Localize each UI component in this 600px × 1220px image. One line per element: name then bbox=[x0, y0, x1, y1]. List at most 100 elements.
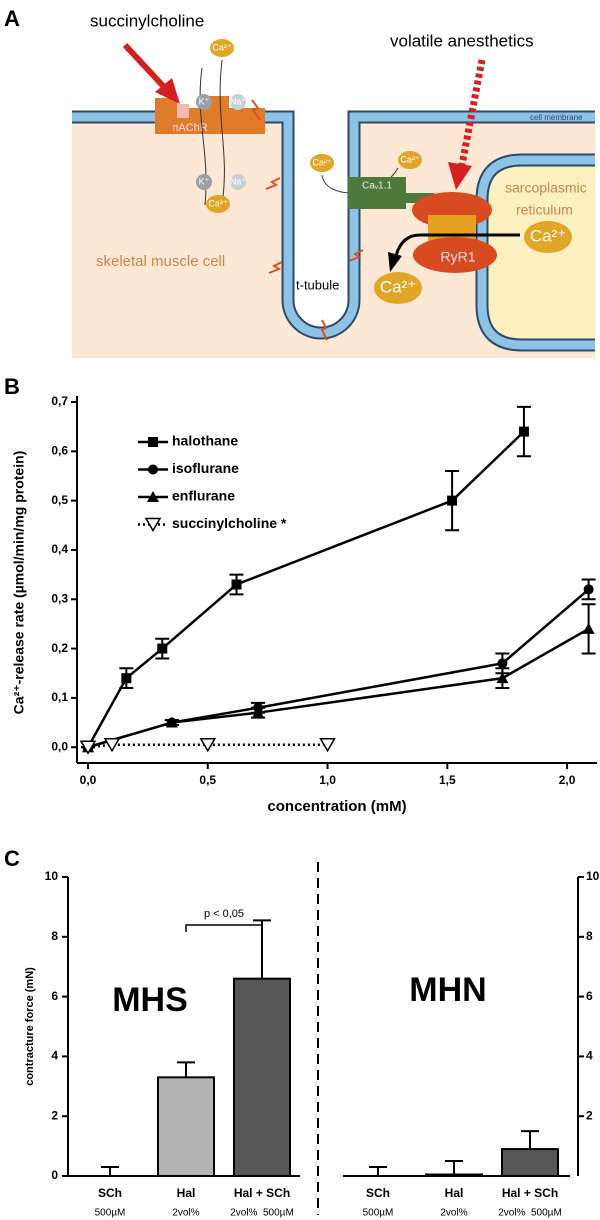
x-tick-label: Hal + SCh bbox=[502, 1186, 558, 1200]
ion bbox=[230, 94, 246, 110]
bar bbox=[157, 1076, 215, 1177]
ion-label: K⁺ bbox=[199, 96, 210, 106]
y-tick-label: 8 bbox=[51, 929, 58, 943]
ion bbox=[310, 154, 334, 172]
legend-marker bbox=[147, 491, 159, 502]
marker bbox=[103, 738, 121, 753]
marker bbox=[319, 738, 336, 753]
legend-label: succinylcholine * bbox=[172, 515, 287, 531]
category-note: 500µM bbox=[95, 1208, 126, 1219]
membrane bbox=[72, 112, 595, 338]
x-tick-label: 1,0 bbox=[319, 773, 336, 787]
marker bbox=[231, 579, 242, 590]
label: skeletal muscle cell bbox=[96, 253, 225, 270]
arrow-head bbox=[388, 252, 402, 272]
marker bbox=[165, 716, 178, 728]
ion-label: Ca²⁺ bbox=[208, 198, 228, 208]
y2-tick-label: 10 bbox=[586, 869, 600, 883]
sr-lumen bbox=[482, 160, 595, 345]
ion bbox=[196, 94, 212, 110]
x-tick-label: SCh bbox=[98, 1186, 122, 1200]
ion bbox=[210, 39, 234, 57]
series-line bbox=[87, 588, 590, 749]
marker bbox=[252, 706, 265, 718]
y2-tick-label: 8 bbox=[586, 929, 593, 943]
legend-label: halothane bbox=[172, 433, 238, 449]
bar bbox=[425, 1173, 483, 1178]
label: volatile anesthetics bbox=[390, 31, 534, 50]
ion-label: Ca²⁺ bbox=[380, 277, 416, 296]
legend-marker bbox=[148, 437, 158, 447]
y-tick-label: 6 bbox=[51, 989, 58, 1003]
bar bbox=[233, 977, 291, 1177]
legend-marker bbox=[148, 464, 158, 475]
category-note: 2vol% bbox=[440, 1208, 467, 1219]
ions: Ca²⁺ K⁺ Na⁺ K⁺ Na⁺ Ca²⁺ Ca²⁺ Ca²⁺ Ca²⁺ C… bbox=[196, 39, 572, 304]
cav bbox=[406, 193, 434, 203]
error-bar bbox=[177, 1061, 195, 1078]
bar bbox=[501, 1148, 559, 1177]
x-tick-label: 1,5 bbox=[439, 773, 456, 787]
arrow-dashed bbox=[458, 59, 486, 166]
nachr-pore bbox=[177, 104, 189, 118]
ion bbox=[374, 272, 422, 304]
ion bbox=[524, 221, 572, 253]
error-bar bbox=[445, 1160, 463, 1175]
ion-label: K⁺ bbox=[199, 176, 210, 186]
x-axis-title: concentration (mM) bbox=[267, 798, 406, 815]
category-note: 2vol% 500µM bbox=[498, 1208, 562, 1219]
marker bbox=[497, 658, 508, 669]
cav bbox=[348, 177, 406, 209]
y-tick-label: 0,5 bbox=[51, 493, 68, 507]
ryr1-label: RyR1 bbox=[440, 249, 475, 265]
t-tubule-lumen bbox=[72, 117, 595, 333]
y2-tick-label: 6 bbox=[586, 989, 593, 1003]
ion bbox=[206, 195, 230, 213]
y-axis-title: Ca²⁺-release rate (µmol/min/mg protein) bbox=[11, 451, 27, 715]
nachr bbox=[155, 98, 177, 110]
y-tick-label: 0,3 bbox=[51, 591, 68, 605]
y-tick-label: 0,6 bbox=[51, 443, 68, 457]
x-tick-label: Hal bbox=[177, 1186, 196, 1200]
y2-tick-label: 2 bbox=[586, 1108, 593, 1122]
x-tick-label: 2,0 bbox=[559, 773, 576, 787]
marker bbox=[518, 426, 529, 437]
legend-marker bbox=[144, 517, 162, 532]
ion-label: Ca²⁺ bbox=[400, 154, 420, 164]
y-tick-label: 0,7 bbox=[51, 394, 68, 408]
ion-label: Na⁺ bbox=[230, 96, 247, 106]
panel-label: C bbox=[4, 846, 20, 871]
marker bbox=[582, 622, 595, 634]
ion-label: Ca²⁺ bbox=[212, 42, 232, 52]
ion bbox=[196, 174, 212, 190]
series-line bbox=[86, 430, 525, 748]
ion bbox=[230, 174, 246, 190]
label: reticulum bbox=[516, 202, 573, 218]
y-tick-label: 0,0 bbox=[51, 739, 68, 753]
panel-label: B bbox=[4, 374, 20, 399]
membrane-label: cell membrane bbox=[530, 113, 583, 122]
error-bar bbox=[369, 1166, 387, 1176]
annotation: p < 0,05 bbox=[204, 908, 244, 920]
error-bar bbox=[101, 1166, 119, 1176]
arrow-head bbox=[448, 162, 472, 190]
nachr bbox=[155, 108, 265, 134]
marker bbox=[79, 740, 97, 755]
group-label: MHN bbox=[409, 971, 486, 1009]
legend-label: enflurane bbox=[172, 488, 235, 504]
x-tick-label: 0,0 bbox=[80, 773, 97, 787]
x-tick-label: Hal + SCh bbox=[234, 1186, 290, 1200]
ion-label: Ca²⁺ bbox=[312, 157, 332, 167]
cav-label: Caᵥ1.1 bbox=[362, 181, 392, 192]
series-line bbox=[87, 743, 328, 749]
y-tick-label: 0 bbox=[51, 1168, 58, 1182]
legend-label: isoflurane bbox=[172, 460, 239, 476]
diagram: cell membrane nAChR Caᵥ1.1 RyR1 bbox=[72, 11, 595, 358]
x-tick-label: SCh bbox=[366, 1186, 390, 1200]
marker bbox=[199, 738, 217, 753]
y2-tick-label: 4 bbox=[586, 1049, 593, 1063]
ion bbox=[398, 151, 422, 169]
ion-label: Ca²⁺ bbox=[530, 226, 566, 245]
marker bbox=[496, 672, 509, 684]
